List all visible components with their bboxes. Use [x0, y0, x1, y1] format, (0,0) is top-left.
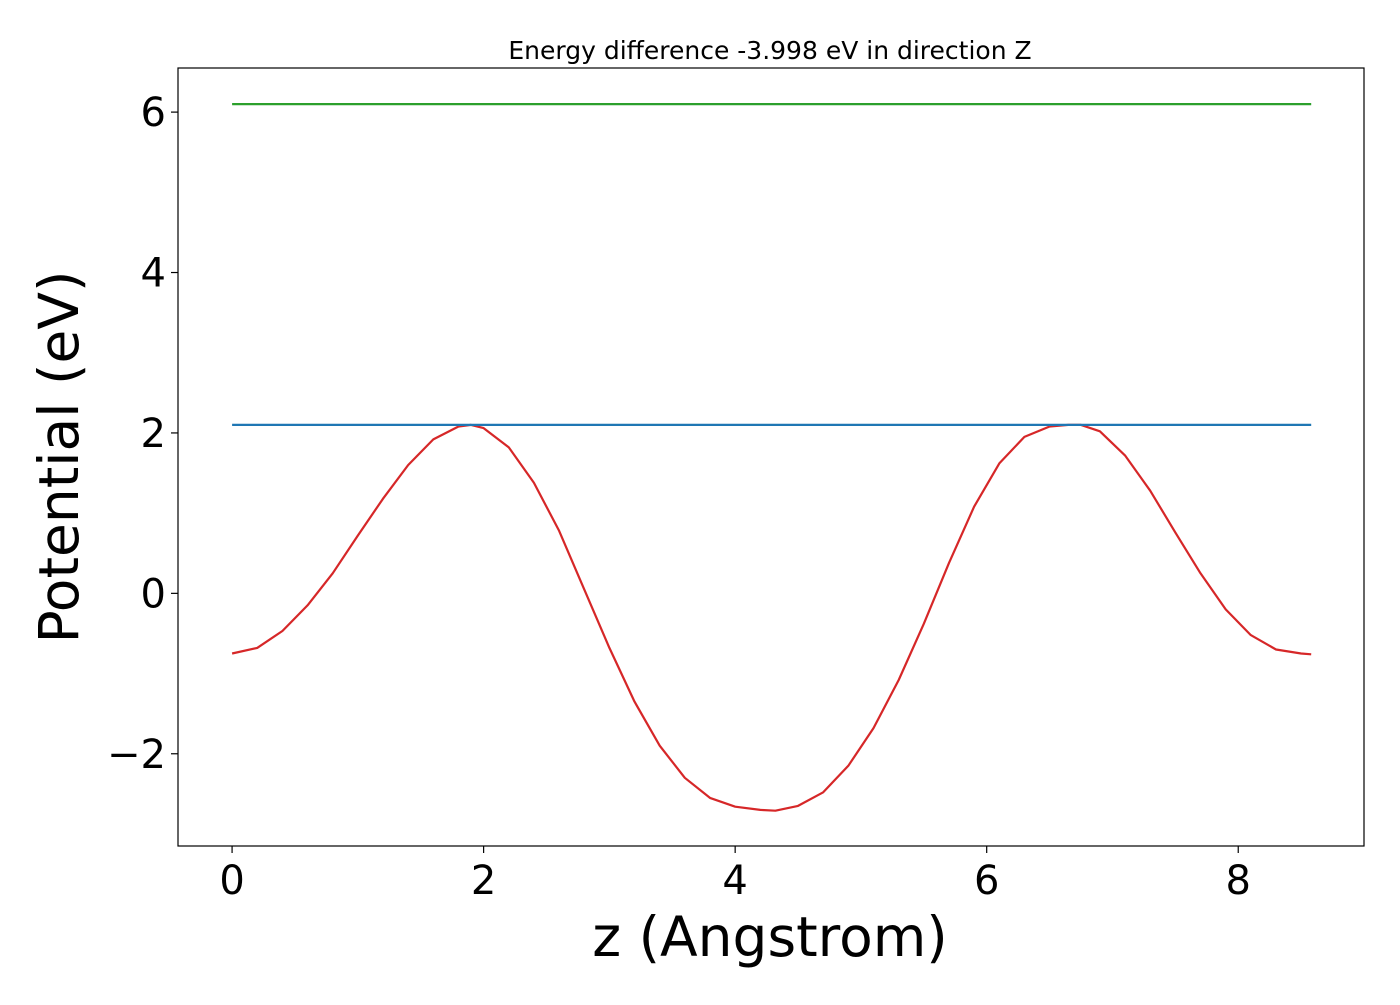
x-tick-label-2: 4	[722, 858, 747, 904]
x-tick-label-1: 2	[471, 858, 496, 904]
plot-area-frame	[177, 67, 1365, 847]
y-tick-label-0: −2	[107, 732, 166, 778]
x-axis-ticks: 0 2 4 6 8	[219, 846, 1251, 904]
y-tick-label-3: 4	[141, 251, 166, 297]
x-tick-label-3: 6	[974, 858, 999, 904]
y-tick-label-2: 2	[141, 411, 166, 457]
x-axis-label: z (Angstrom)	[592, 905, 948, 969]
chart-title: Energy difference -3.998 eV in direction…	[508, 36, 1031, 65]
y-axis-ticks: −2 0 2 4 6	[107, 90, 178, 778]
series-layer	[231, 102, 1312, 812]
x-tick-label-0: 0	[219, 858, 244, 904]
y-tick-label-1: 0	[141, 571, 166, 617]
y-axis-label: Potential (eV)	[27, 271, 91, 644]
series-line-0	[231, 423, 1312, 812]
y-tick-label-4: 6	[141, 90, 166, 136]
x-tick-label-4: 8	[1226, 858, 1251, 904]
